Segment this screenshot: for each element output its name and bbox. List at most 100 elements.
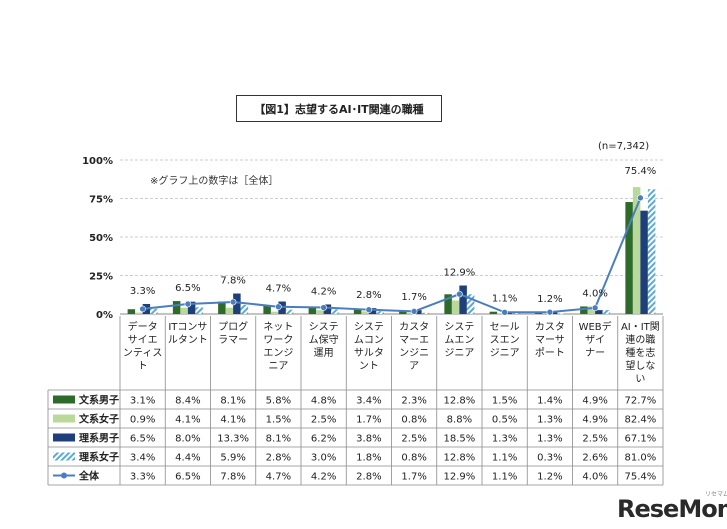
category-label-line: ント — [359, 361, 379, 372]
category-label: ネットワークエンジニア — [263, 321, 293, 372]
bar-文系女子 — [180, 307, 188, 314]
table-cell: 0.8% — [401, 453, 426, 464]
category-label-line: サイエ — [128, 334, 158, 346]
table-cell: 4.1% — [220, 415, 245, 426]
bar-文系男子 — [353, 308, 362, 314]
category-label-line: ワーク — [263, 334, 293, 346]
table-cell: 2.5% — [311, 415, 336, 426]
table-cell: 8.4% — [175, 396, 200, 407]
category-label-line: 望しな — [625, 359, 655, 372]
table-cell: 4.4% — [175, 453, 200, 464]
category-label: ITコンサルタント — [168, 321, 208, 346]
table-cell: 81.0% — [624, 453, 656, 464]
data-label: 4.7% — [266, 284, 291, 295]
category-label-line: ポート — [535, 347, 565, 359]
bar-理系女子 — [285, 309, 294, 314]
data-label: 75.4% — [624, 166, 656, 177]
table-cell: 1.3% — [492, 434, 517, 445]
category-label: AI・IT関連の職種を志望しない — [621, 321, 660, 385]
category-label-line: ルタント — [168, 334, 208, 346]
category-label-line: データ — [128, 320, 158, 333]
bar-文系男子 — [580, 306, 588, 314]
table-cell: 12.8% — [443, 453, 475, 464]
overall-point — [591, 304, 599, 312]
category-label-line: ア — [409, 361, 419, 372]
bar-文系女子 — [497, 313, 505, 314]
category-label: WEBデザイナー — [579, 320, 612, 359]
table-cell: 7.8% — [220, 472, 245, 483]
category-label-line: ニア — [268, 361, 288, 372]
category-label: システムコンサルタント — [354, 322, 384, 372]
bar-文系男子 — [489, 311, 498, 314]
category-label-line: ジニア — [490, 348, 520, 359]
category-label-line: 連の職 — [625, 333, 655, 346]
table-cell: 12.8% — [443, 396, 475, 407]
legend-key-文系女子 — [53, 414, 75, 423]
table-cell: 8.0% — [175, 434, 200, 445]
bar-理系女子 — [421, 312, 430, 314]
y-tick-label: 0% — [96, 310, 113, 321]
data-label: 4.2% — [311, 286, 336, 297]
table-cell: 6.5% — [175, 472, 200, 483]
bar-理系男子 — [549, 311, 558, 314]
table-cell: 1.5% — [492, 396, 517, 407]
category-label-line: サルタ — [354, 347, 384, 359]
overall-point — [365, 306, 373, 313]
table-cell: 4.1% — [175, 415, 200, 426]
category-label: セールスエンジニア — [490, 321, 520, 359]
category-label: カスタマーサポート — [535, 321, 565, 359]
table-cell: 82.4% — [624, 415, 656, 426]
legend-label: 文系女子 — [79, 413, 119, 426]
chart-title: 【図1】志望するAI･IT関連の職種 — [236, 95, 442, 122]
overall-line — [139, 194, 644, 316]
table-cell: 0.8% — [401, 415, 426, 426]
bar-文系女子 — [361, 311, 369, 314]
bar-理系女子 — [602, 309, 611, 314]
table-cell: 1.5% — [266, 415, 291, 426]
category-label-line: エンジ — [263, 348, 293, 359]
category-label-line: AI・IT関 — [621, 321, 660, 333]
bar-理系男子 — [640, 210, 648, 314]
overall-point — [275, 303, 282, 311]
bar-理系女子 — [376, 311, 384, 314]
table-cell: 8.8% — [447, 415, 472, 426]
table-cell: 75.4% — [624, 472, 656, 483]
table-cell: 2.3% — [401, 396, 426, 407]
table-cell: 3.8% — [356, 434, 381, 445]
note-group: ※グラフ上の数字は［全体］ — [150, 174, 278, 187]
bar-文系女子 — [451, 300, 460, 314]
category-label-line: ムエン — [444, 334, 474, 346]
table-cell: 2.8% — [266, 453, 291, 464]
table-cell: 18.5% — [443, 434, 475, 445]
table-cell: 4.7% — [266, 472, 291, 483]
table-cell: 0.3% — [537, 453, 562, 464]
bar-理系男子 — [414, 310, 422, 314]
legend-label: 文系男子 — [79, 394, 119, 407]
category-label-line: WEBデ — [579, 320, 612, 333]
bar-文系男子 — [399, 310, 407, 314]
category-label-line: スエン — [490, 335, 520, 346]
data-label: 3.3% — [130, 286, 155, 297]
category-label-line: ITコンサ — [168, 321, 207, 333]
overall-point — [139, 305, 146, 313]
bar-理系男子 — [323, 304, 332, 314]
legend-label: 理系男子 — [79, 432, 119, 445]
bars — [127, 187, 656, 315]
category-label: システムエンジニア — [444, 322, 474, 359]
grid-lines — [120, 159, 663, 315]
table-cell: 13.3% — [217, 434, 249, 445]
data-label: 6.5% — [175, 283, 200, 294]
y-axis-tick-labels: 0% 25% 50% 75% 100% — [82, 156, 113, 321]
category-label-line: ム保守 — [309, 333, 339, 346]
table-cell: 1.7% — [401, 472, 426, 483]
table-cell: 12.9% — [443, 472, 475, 483]
bar-理系男子 — [368, 308, 377, 314]
table-cell: 0.9% — [130, 415, 155, 426]
table-cell: 2.8% — [356, 472, 381, 483]
bar-理系女子 — [331, 309, 339, 314]
note-text: ※グラフ上の数字は［全体］ — [150, 174, 278, 187]
table-cell: 8.1% — [220, 396, 245, 407]
bar-理系女子 — [647, 189, 656, 314]
table-cell: 72.7% — [624, 396, 656, 407]
